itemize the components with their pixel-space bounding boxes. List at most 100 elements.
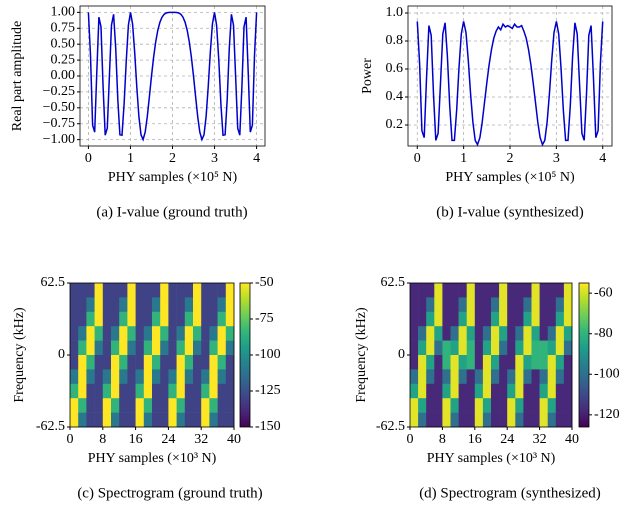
heatmap-cell [507,311,516,327]
colorbar-tick-label: -80 [594,326,613,341]
heatmap-cell [434,340,443,356]
y-tick-label: −0.50 [43,100,75,115]
heatmap-cell [193,326,202,341]
heatmap-cell [474,412,484,428]
x-axis-label: PHY samples (×10³ N) [427,451,556,466]
heatmap-cell [410,369,419,385]
heatmap-cell [94,412,104,428]
heatmap-cell [201,369,210,385]
heatmap-cell [458,369,467,385]
heatmap-cell [119,355,128,370]
heatmap-cell [78,326,87,341]
heatmap-cell [160,355,169,370]
x-tick-label: 24 [500,432,514,447]
heatmap-cell [491,283,500,298]
y-tick-label: −0.25 [43,84,75,99]
heatmap-cell [152,297,161,313]
heatmap-cell [193,340,202,356]
heatmap-cell [135,283,145,298]
heatmap-cell [143,383,153,399]
heatmap-cell [434,383,443,399]
heatmap-cell [563,369,573,385]
heatmap-cell [152,412,161,428]
heatmap-cell [426,340,435,356]
heatmap-cell [450,355,459,370]
heatmap-cell [217,297,227,313]
heatmap-cell [426,383,435,399]
heatmap-cell [507,412,516,428]
heatmap-cell [410,398,419,413]
heatmap-cell [442,340,451,356]
heatmap-cell [217,283,227,298]
heatmap-cell [70,283,79,298]
heatmap-cell [201,283,210,298]
heatmap-cell [119,311,128,327]
heatmap-cell [410,412,419,428]
heatmap-cell [434,355,443,370]
heatmap-cell [127,412,136,428]
heatmap-cell [482,369,492,385]
heatmap-cell [111,297,120,313]
heatmap-cell [458,283,467,298]
subplot: 1.000.750.500.250.00−0.25−0.50−0.75−1.00… [10,5,266,220]
y-tick-label: 0.25 [51,52,76,67]
heatmap-cell [70,340,79,356]
colorbar-tick-label: -50 [255,275,274,290]
heatmap-cell [168,297,177,313]
heatmap-cell [434,283,443,298]
heatmap-cell [70,355,79,370]
heatmap-cell [499,412,508,428]
heatmap-cell [143,326,153,341]
heatmap-cell [458,412,467,428]
heatmap-cell [450,340,459,356]
x-tick-label: 24 [161,432,175,447]
heatmap-cell [442,297,451,313]
heatmap-cell [176,340,186,356]
heatmap-cell [102,326,112,341]
heatmap-cell [426,311,435,327]
heatmap-cell [450,311,459,327]
heatmap-cell [539,398,548,413]
x-tick-label: 0 [407,432,414,447]
heatmap-cell [127,326,136,341]
heatmap-cell [499,369,508,385]
heatmap-cell [555,283,565,298]
heatmap-cell [193,398,202,413]
heatmap-cell [201,340,210,356]
heatmap-cell [507,326,516,341]
heatmap-cell [209,369,218,385]
y-tick-label: 1.00 [51,5,76,20]
x-tick-label: 8 [99,432,106,447]
heatmap-cell [474,383,484,399]
heatmap-cell [86,283,95,298]
heatmap-cell [152,326,161,341]
x-tick-label: 3 [553,151,560,166]
heatmap-cell [418,398,427,413]
heatmap-cell [86,355,95,370]
heatmap-cell [466,369,476,385]
heatmap-cell [135,398,145,413]
heatmap-cell [555,340,565,356]
heatmap-cell [450,283,459,298]
heatmap-cell [555,297,565,313]
heatmap-cell [70,297,79,313]
heatmap-cell [111,412,120,428]
x-axis-label: PHY samples (×10⁵ N) [108,170,238,185]
heatmap-cell [102,355,112,370]
heatmap-cell [523,355,532,370]
heatmap-cell [507,369,516,385]
heatmap-cell [201,297,210,313]
heatmap-cell [442,355,451,370]
heatmap-cell [531,297,540,313]
heatmap-cell [491,326,500,341]
heatmap-cell [482,311,492,327]
heatmap-cell [450,398,459,413]
heatmap-cell [418,412,427,428]
heatmap-cell [193,355,202,370]
heatmap-cell [434,412,443,428]
heatmap-cell [466,311,476,327]
heatmap-cell [168,311,177,327]
heatmap-cell [466,412,476,428]
heatmap-cell [450,383,459,399]
heatmap-cell [70,398,79,413]
